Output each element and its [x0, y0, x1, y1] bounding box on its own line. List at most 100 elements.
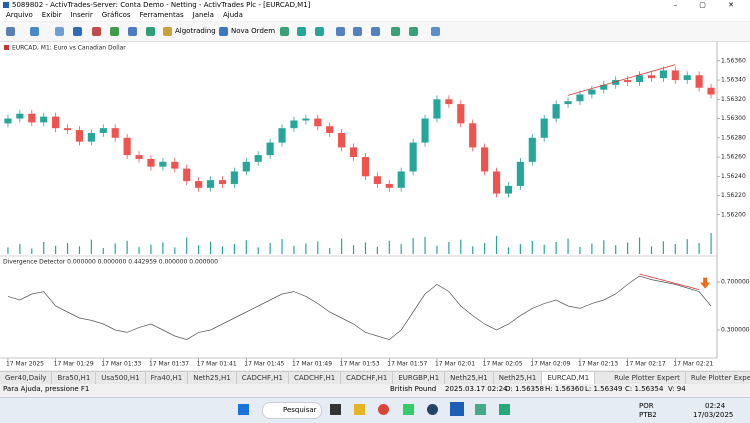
- menu-item[interactable]: Ferramentas: [139, 11, 184, 19]
- tool-icon[interactable]: [73, 27, 82, 36]
- status-open: O: 1.56358: [505, 385, 544, 393]
- volume-bar: [531, 240, 533, 254]
- tool-icon[interactable]: [146, 27, 155, 36]
- chart-tab[interactable]: Usa500,H1: [96, 372, 146, 384]
- volume-bar: [388, 240, 390, 254]
- volume-bar: [484, 243, 486, 254]
- volume-bar: [460, 239, 462, 254]
- task-icon[interactable]: [403, 404, 414, 415]
- chart-tab[interactable]: CADCHF,H1: [341, 372, 394, 384]
- chart-tab[interactable]: CADCHF,H1: [289, 372, 342, 384]
- volume-bar: [352, 245, 355, 254]
- volume-bar: [55, 245, 57, 254]
- task-icon[interactable]: [354, 404, 365, 415]
- volume-bar: [186, 237, 188, 254]
- chart-tab[interactable]: EURCAD,M1: [542, 372, 596, 384]
- chart-tab[interactable]: EURGBP,H1: [393, 372, 446, 384]
- keyboard-layout[interactable]: PTB2: [639, 411, 657, 419]
- x-tick-label: 17 Mar 01:57: [387, 361, 427, 368]
- candle-body: [588, 89, 596, 95]
- expert-tab[interactable]: Rule Plotter Expert: [686, 372, 750, 384]
- volume-bar: [150, 244, 152, 254]
- candle-body: [683, 75, 691, 81]
- volume-bar: [305, 243, 307, 254]
- volume-bar: [686, 239, 688, 254]
- chart-tab[interactable]: Neth25,H1: [188, 372, 237, 384]
- x-tick-label: 17 Mar 02:01: [435, 361, 475, 368]
- tool-icon[interactable]: [6, 27, 15, 36]
- candle-body: [612, 80, 620, 85]
- volume-bar: [31, 248, 33, 254]
- expert-tab[interactable]: Rule Plotter Expert: [609, 372, 686, 384]
- clock-time[interactable]: 02:24: [705, 402, 726, 410]
- tool-icon[interactable]: [371, 27, 380, 36]
- window-controls[interactable]: – ▢ ✕: [673, 1, 744, 9]
- menu-item[interactable]: Ajuda: [222, 11, 243, 19]
- tool-icon[interactable]: [353, 27, 362, 36]
- menu-item[interactable]: Gráficos: [101, 11, 131, 19]
- candle-body: [564, 101, 572, 105]
- task-icon[interactable]: [475, 404, 486, 415]
- tool-icon[interactable]: [92, 27, 101, 36]
- search-box[interactable]: Pesquisar: [262, 402, 322, 419]
- tool-icon[interactable]: [110, 27, 119, 36]
- tool-icon[interactable]: [315, 27, 324, 36]
- volume-bar: [519, 244, 521, 254]
- candle-body: [659, 70, 667, 79]
- menu-item[interactable]: Inserir: [70, 11, 93, 19]
- tool-icon[interactable]: [431, 27, 440, 36]
- y-tick-label: 1.56320: [721, 96, 746, 103]
- task-icon[interactable]: [378, 404, 389, 415]
- task-icon[interactable]: [330, 404, 341, 415]
- tool-icon[interactable]: [336, 27, 345, 36]
- candle-body: [540, 118, 548, 138]
- clock-date[interactable]: 17/03/2025: [693, 411, 734, 419]
- volume-bar: [662, 241, 664, 254]
- tool-icon[interactable]: [30, 27, 39, 36]
- y-tick-label: 1.56280: [721, 134, 746, 141]
- menu-item[interactable]: Janela: [192, 11, 214, 19]
- chart-tab[interactable]: Fra40,H1: [146, 372, 189, 384]
- chart-tab[interactable]: Ger40,Daily: [0, 372, 53, 384]
- candle-body: [75, 130, 84, 142]
- volume-bar: [162, 242, 164, 254]
- candle-body: [361, 157, 370, 177]
- tool-icon[interactable]: [128, 27, 137, 36]
- chart-tab[interactable]: Neth25,H1: [494, 372, 543, 384]
- volume-bar: [221, 246, 224, 254]
- tool-icon[interactable]: [280, 27, 289, 36]
- new-order-button[interactable]: Nova Ordem: [231, 27, 276, 35]
- task-icon[interactable]: [499, 404, 510, 415]
- candle-body: [695, 75, 703, 88]
- candle-body: [302, 118, 310, 121]
- candle-body: [242, 161, 250, 172]
- menu-item[interactable]: Exibir: [41, 11, 62, 19]
- task-icon[interactable]: [427, 404, 438, 415]
- y-tick-label: 1.56300: [721, 115, 746, 122]
- candle-body: [230, 171, 238, 184]
- algotrading-icon[interactable]: [163, 27, 172, 36]
- chart-tab[interactable]: Neth25,H1: [445, 372, 494, 384]
- candle-body: [397, 171, 405, 188]
- tool-icon[interactable]: [55, 27, 64, 36]
- algotrading-button[interactable]: Algotrading: [175, 27, 216, 35]
- candle-body: [326, 126, 334, 133]
- tool-icon[interactable]: [297, 27, 306, 36]
- task-icon-active[interactable]: [450, 402, 464, 416]
- candle-body: [266, 142, 274, 156]
- volume-bar: [329, 247, 331, 254]
- menu-item[interactable]: Arquivo: [6, 11, 33, 19]
- new-order-icon[interactable]: [219, 27, 228, 36]
- start-button[interactable]: [238, 404, 249, 415]
- volume-bar: [579, 246, 581, 254]
- y-tick-label: 1.56220: [721, 192, 746, 199]
- volume-bar: [591, 243, 593, 254]
- tool-icon[interactable]: [409, 27, 418, 36]
- chart-tab[interactable]: Bra50,H1: [52, 372, 97, 384]
- chart-tab[interactable]: CADCHF,H1: [237, 372, 289, 384]
- tool-icon[interactable]: [391, 27, 400, 36]
- keyboard-lang[interactable]: POR: [639, 402, 654, 410]
- volume-bar: [507, 247, 510, 254]
- menu-bar: Arquivo Exibir Inserir Gráficos Ferramentas J…: [0, 10, 750, 21]
- volume-bar: [90, 239, 92, 254]
